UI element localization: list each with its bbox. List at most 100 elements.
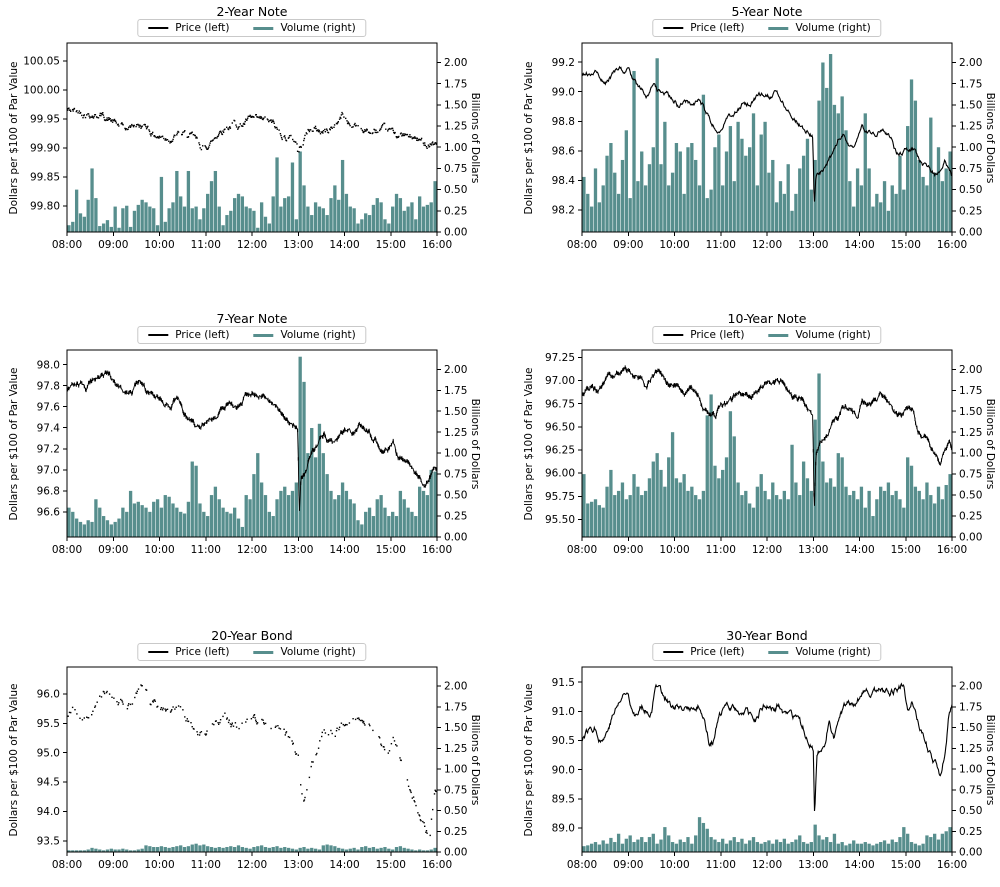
svg-text:95.50: 95.50: [545, 514, 575, 526]
volume-bar: [647, 478, 652, 537]
volume-bar: [194, 206, 198, 232]
left-axis-label: Dollars per $100 of Par Value: [8, 367, 20, 520]
svg-text:100.05: 100.05: [23, 56, 60, 68]
volume-bar: [360, 524, 364, 537]
volume-bar: [724, 151, 729, 232]
volume-bar: [182, 847, 187, 852]
volume-bar: [936, 839, 941, 852]
volume-bar: [410, 202, 414, 232]
svg-text:11:00: 11:00: [191, 544, 221, 556]
volume-bar: [890, 185, 894, 232]
volume-bar: [152, 501, 156, 537]
svg-text:1.50: 1.50: [444, 99, 467, 111]
volume-bar: [740, 838, 744, 852]
volume-bar: [356, 849, 360, 852]
volume-bar: [74, 189, 79, 232]
volume-bar: [398, 198, 403, 232]
volume-bar: [86, 520, 90, 537]
volume-bar: [601, 185, 605, 232]
volume-bar: [344, 193, 349, 232]
volume-bar: [244, 847, 248, 852]
volume-bar: [229, 210, 233, 232]
svg-text:12:00: 12:00: [237, 544, 267, 556]
right-axis-label: Billions of Dollars: [469, 92, 481, 183]
svg-text:99.90: 99.90: [30, 143, 60, 155]
volume-bar: [786, 164, 790, 232]
volume-bar: [294, 219, 298, 232]
volume-bar: [748, 503, 752, 537]
volume-bar: [433, 847, 437, 852]
volume-bar: [283, 847, 287, 852]
volume-bar: [406, 507, 410, 537]
volume-bar: [159, 507, 164, 537]
volume-bar: [252, 847, 256, 852]
volume-bar: [670, 172, 675, 232]
volume-bar: [755, 842, 760, 852]
volume-bar: [263, 495, 268, 537]
volume-bar: [690, 843, 694, 852]
volume-bar: [128, 850, 133, 852]
volume-bar: [202, 511, 206, 537]
svg-text:0.00: 0.00: [444, 532, 467, 544]
volume-bar: [109, 226, 113, 232]
svg-text:99.80: 99.80: [30, 201, 60, 213]
volume-bar: [809, 842, 813, 852]
volume-bar: [616, 490, 621, 537]
volume-bar: [728, 840, 733, 852]
volume-bar: [894, 842, 898, 852]
volume-bar: [186, 170, 191, 232]
legend-volume-label: Volume (right): [280, 22, 356, 34]
volume-bar: [391, 511, 395, 537]
volume-bar: [352, 847, 356, 852]
volume-bar: [391, 849, 395, 852]
svg-text:1.25: 1.25: [959, 121, 982, 133]
volume-bar: [879, 202, 883, 232]
volume-bar: [275, 846, 279, 852]
svg-text:96.00: 96.00: [545, 468, 575, 480]
volume-bar: [325, 844, 329, 852]
volume-bar: [367, 847, 372, 852]
svg-text:0.25: 0.25: [444, 205, 467, 217]
svg-text:09:00: 09:00: [613, 239, 643, 251]
volume-bar: [790, 444, 794, 537]
volume-bar: [132, 210, 137, 232]
volume-bar: [929, 837, 933, 852]
volume-bar: [206, 193, 210, 232]
volume-bar: [894, 193, 898, 232]
volume-bar: [686, 490, 690, 537]
svg-text:0.00: 0.00: [959, 847, 982, 859]
right-axis-ticks: 0.00 0.25 0.50 0.75 1.00 1.25 1.50 1.75 2.00: [952, 364, 982, 544]
volume-bar: [267, 511, 271, 537]
volume-bar: [705, 198, 709, 232]
volume-bar: [340, 159, 345, 232]
volume-bar: [240, 196, 245, 232]
volume-bar: [202, 208, 206, 232]
price-series: [67, 684, 437, 837]
volume-bar: [933, 503, 937, 537]
chart-title: 7-Year Note: [216, 311, 288, 326]
volume-bar: [179, 511, 183, 537]
volume-bar: [144, 202, 148, 232]
volume-bar: [163, 221, 167, 232]
volume-bar: [902, 189, 906, 232]
volume-bar: [286, 495, 291, 537]
svg-text:0.75: 0.75: [959, 469, 982, 481]
volume-bar: [182, 513, 187, 537]
left-axis-label: Dollars per $100 of Par Value: [8, 683, 20, 836]
volume-bar: [921, 176, 925, 232]
volume-bar: [809, 490, 813, 537]
svg-text:10:00: 10:00: [659, 859, 689, 871]
volume-bar: [317, 423, 322, 537]
svg-text:1.25: 1.25: [444, 427, 467, 439]
volume-bar: [690, 486, 694, 537]
svg-text:90.0: 90.0: [552, 764, 575, 776]
price-line-swatch-icon: [663, 651, 684, 653]
volume-bar: [663, 486, 667, 537]
right-axis-label: Billions of Dollars: [469, 398, 481, 489]
volume-bar: [755, 185, 760, 232]
volume-bar: [613, 842, 617, 852]
volume-bar: [217, 499, 221, 537]
svg-text:10:00: 10:00: [659, 544, 689, 556]
volume-bar: [271, 847, 275, 852]
